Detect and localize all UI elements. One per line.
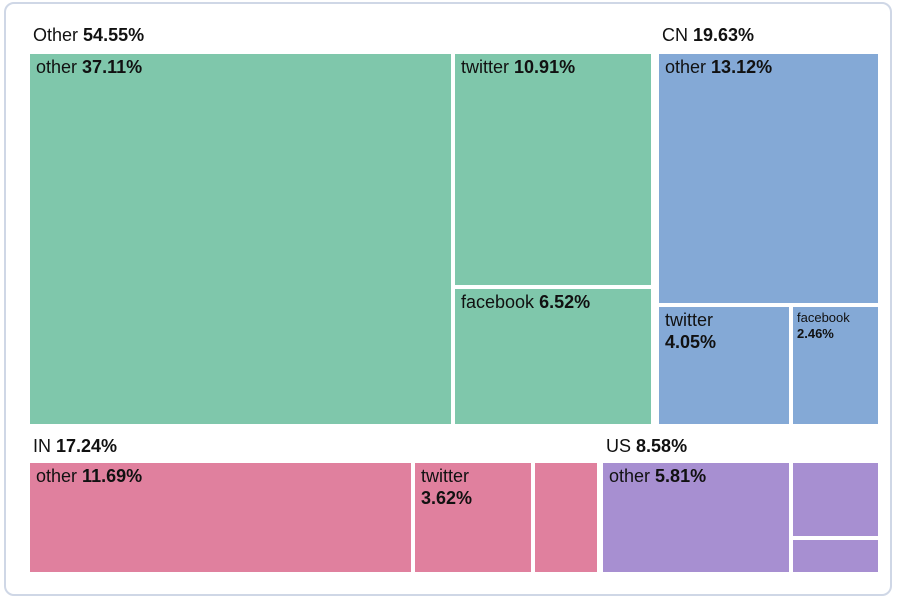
cell-in-twitter[interactable]: twitter 3.62% xyxy=(415,463,531,572)
cell-cn-facebook[interactable]: facebook 2.46% xyxy=(793,307,878,424)
cell-value: 10.91% xyxy=(514,57,576,77)
cell-other-other[interactable]: other 37.11% xyxy=(30,54,451,424)
cell-cn-other[interactable]: other 13.12% xyxy=(659,54,878,303)
cell-label: facebook xyxy=(797,310,850,325)
cell-label: twitter xyxy=(461,57,510,77)
cell-label: twitter xyxy=(665,310,714,330)
cell-label: other xyxy=(36,466,78,486)
cell-us-other[interactable]: other 5.81% xyxy=(603,463,789,572)
cell-other-twitter[interactable]: twitter 10.91% xyxy=(455,54,651,285)
cell-value: 2.46% xyxy=(797,326,834,341)
cell-in-other[interactable]: other 11.69% xyxy=(30,463,411,572)
group-value: 54.55% xyxy=(83,25,145,45)
cell-label: other xyxy=(665,57,707,77)
cell-value: 3.62% xyxy=(421,488,473,508)
cell-cn-twitter[interactable]: twitter 4.05% xyxy=(659,307,789,424)
cell-value: 13.12% xyxy=(711,57,773,77)
cell-us-unlabeled-1[interactable] xyxy=(793,463,878,536)
cell-other-facebook[interactable]: facebook 6.52% xyxy=(455,289,651,424)
group-header-cn: CN 19.63% xyxy=(662,25,754,46)
group-label: Other xyxy=(33,25,79,45)
group-value: 19.63% xyxy=(693,25,755,45)
cell-value: 5.81% xyxy=(655,466,707,486)
group-value: 8.58% xyxy=(636,436,688,456)
cell-value: 11.69% xyxy=(82,466,143,486)
cell-value: 37.11% xyxy=(82,57,143,77)
group-header-other: Other 54.55% xyxy=(33,25,144,46)
cell-label: other xyxy=(36,57,78,77)
group-header-in: IN 17.24% xyxy=(33,436,117,457)
group-label: IN xyxy=(33,436,51,456)
cell-label: twitter xyxy=(421,466,470,486)
cell-label: facebook xyxy=(461,292,535,312)
group-header-us: US 8.58% xyxy=(606,436,687,457)
group-label: CN xyxy=(662,25,688,45)
cell-value: 4.05% xyxy=(665,332,717,352)
cell-us-unlabeled-2[interactable] xyxy=(793,540,878,572)
cell-value: 6.52% xyxy=(539,292,591,312)
group-value: 17.24% xyxy=(56,436,118,456)
group-label: US xyxy=(606,436,632,456)
cell-label: other xyxy=(609,466,651,486)
cell-in-unlabeled[interactable] xyxy=(535,463,597,572)
